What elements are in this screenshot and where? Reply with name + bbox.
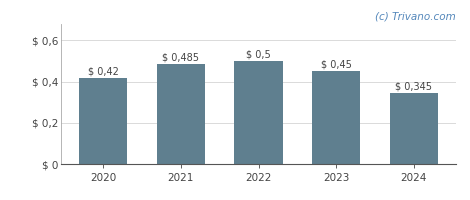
Text: $ 0,485: $ 0,485 — [162, 53, 199, 63]
Text: $ 0,5: $ 0,5 — [246, 50, 271, 60]
Text: (c) Trivano.com: (c) Trivano.com — [375, 11, 456, 21]
Bar — [390, 93, 438, 164]
Bar — [157, 64, 205, 164]
Text: $ 0,45: $ 0,45 — [321, 60, 352, 70]
Bar — [79, 78, 127, 164]
Text: $ 0,345: $ 0,345 — [395, 82, 432, 92]
Bar — [235, 61, 282, 164]
Text: $ 0,42: $ 0,42 — [88, 66, 118, 76]
Bar — [312, 71, 360, 164]
